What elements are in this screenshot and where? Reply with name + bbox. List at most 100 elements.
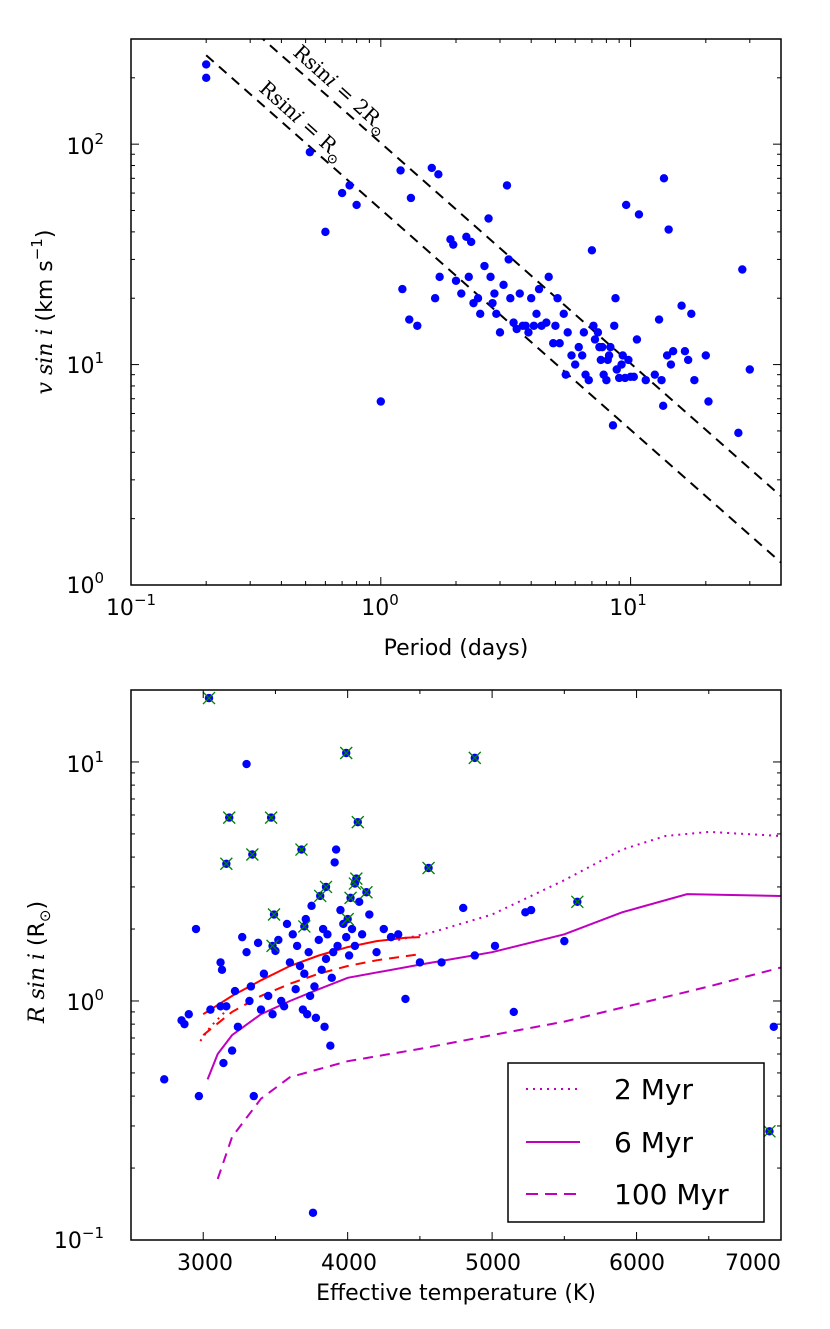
data-point — [515, 289, 524, 298]
data-point — [659, 174, 669, 183]
xtick-label: 5000 — [465, 1251, 521, 1276]
data-point — [355, 897, 364, 906]
data-point — [561, 370, 570, 379]
marked-data-point — [222, 811, 236, 825]
ytick-label: 100 — [66, 986, 104, 1016]
data-point — [658, 401, 668, 411]
marked-point-cross — [344, 891, 358, 905]
marked-point-cross — [219, 857, 233, 871]
data-point — [509, 318, 518, 327]
marked-data-point — [264, 811, 278, 825]
data-point — [521, 321, 530, 330]
data-point — [291, 985, 300, 994]
data-point — [611, 294, 620, 303]
data-point — [464, 272, 473, 282]
data-point — [352, 200, 361, 210]
data-point — [449, 240, 458, 249]
data-point — [745, 365, 754, 374]
data-point — [304, 947, 313, 957]
ytick-label: 10−1 — [54, 1224, 104, 1254]
marked-point-cross — [266, 939, 280, 953]
data-point — [504, 255, 513, 264]
data-point — [320, 1022, 329, 1031]
data-point — [357, 930, 367, 939]
curve-6-myr — [206, 893, 781, 1080]
data-point — [216, 1002, 225, 1011]
marked-point-cross — [339, 746, 353, 760]
y-axis-label-bottom: R sin i (R⊙) — [25, 901, 54, 1024]
marked-point-cross — [762, 1124, 776, 1138]
data-point — [314, 935, 323, 945]
data-point — [300, 969, 309, 978]
data-point — [230, 986, 240, 996]
data-point — [326, 1041, 335, 1050]
data-point — [307, 901, 316, 911]
ytick-label: 101 — [66, 349, 104, 379]
data-point — [524, 328, 533, 337]
data-point — [337, 188, 347, 198]
data-point — [495, 328, 505, 337]
data-point — [459, 903, 468, 913]
data-point — [668, 347, 678, 356]
data-point — [330, 858, 339, 867]
data-point — [288, 930, 297, 939]
data-point — [738, 265, 747, 274]
marked-point-cross — [294, 843, 308, 857]
marked-point-cross — [297, 920, 311, 933]
data-point — [606, 342, 615, 352]
data-point — [333, 941, 342, 951]
data-point — [567, 351, 576, 360]
data-point — [473, 294, 483, 303]
data-point — [610, 321, 619, 330]
data-point — [279, 1002, 289, 1011]
data-point — [180, 1019, 189, 1029]
marked-data-point — [339, 746, 353, 760]
data-point — [256, 1005, 266, 1014]
data-point — [621, 200, 631, 210]
data-point — [238, 932, 247, 942]
chart-teff-rsini: 2 Myr 6 Myr 100 Myr 3000 4000 5000 6000 … — [25, 689, 782, 1306]
data-point — [451, 276, 461, 285]
axes-frame-top — [130, 38, 782, 586]
data-point — [295, 961, 305, 971]
marked-data-point — [202, 691, 216, 705]
data-point — [301, 914, 310, 924]
legend: 2 Myr 6 Myr 100 Myr — [507, 1062, 765, 1223]
data-point — [405, 315, 414, 324]
data-point — [690, 375, 699, 385]
data-point — [490, 941, 500, 951]
data-point — [331, 845, 341, 854]
data-point — [534, 284, 544, 294]
data-point — [430, 294, 440, 303]
data-point — [598, 342, 607, 352]
data-point — [282, 919, 292, 929]
marked-point-cross — [359, 885, 373, 899]
data-point — [396, 166, 405, 175]
data-point — [484, 214, 493, 223]
data-point — [549, 339, 558, 348]
curve-red-solid — [202, 936, 420, 1016]
data-point — [608, 421, 618, 430]
data-point — [437, 958, 446, 967]
data-point — [666, 360, 676, 369]
data-point — [194, 1091, 204, 1101]
dashed-line-Rsini=Rsun — [205, 54, 781, 564]
marked-data-point — [349, 872, 363, 886]
marked-data-point — [344, 891, 358, 905]
marked-point-cross — [422, 861, 436, 875]
data-point — [499, 280, 508, 290]
data-point — [160, 1075, 169, 1084]
data-point — [602, 375, 611, 385]
data-point — [217, 965, 227, 975]
x-axis-label-top: Period (days) — [384, 636, 529, 661]
data-point — [394, 930, 403, 939]
data-point — [246, 982, 256, 991]
data-point — [457, 289, 466, 298]
data-point — [577, 351, 587, 360]
data-point — [184, 1010, 193, 1019]
data-point — [327, 973, 336, 983]
curve-red-dashed — [202, 953, 421, 1036]
data-point — [233, 1022, 243, 1031]
data-point — [509, 1007, 518, 1017]
data-point — [227, 1046, 237, 1055]
